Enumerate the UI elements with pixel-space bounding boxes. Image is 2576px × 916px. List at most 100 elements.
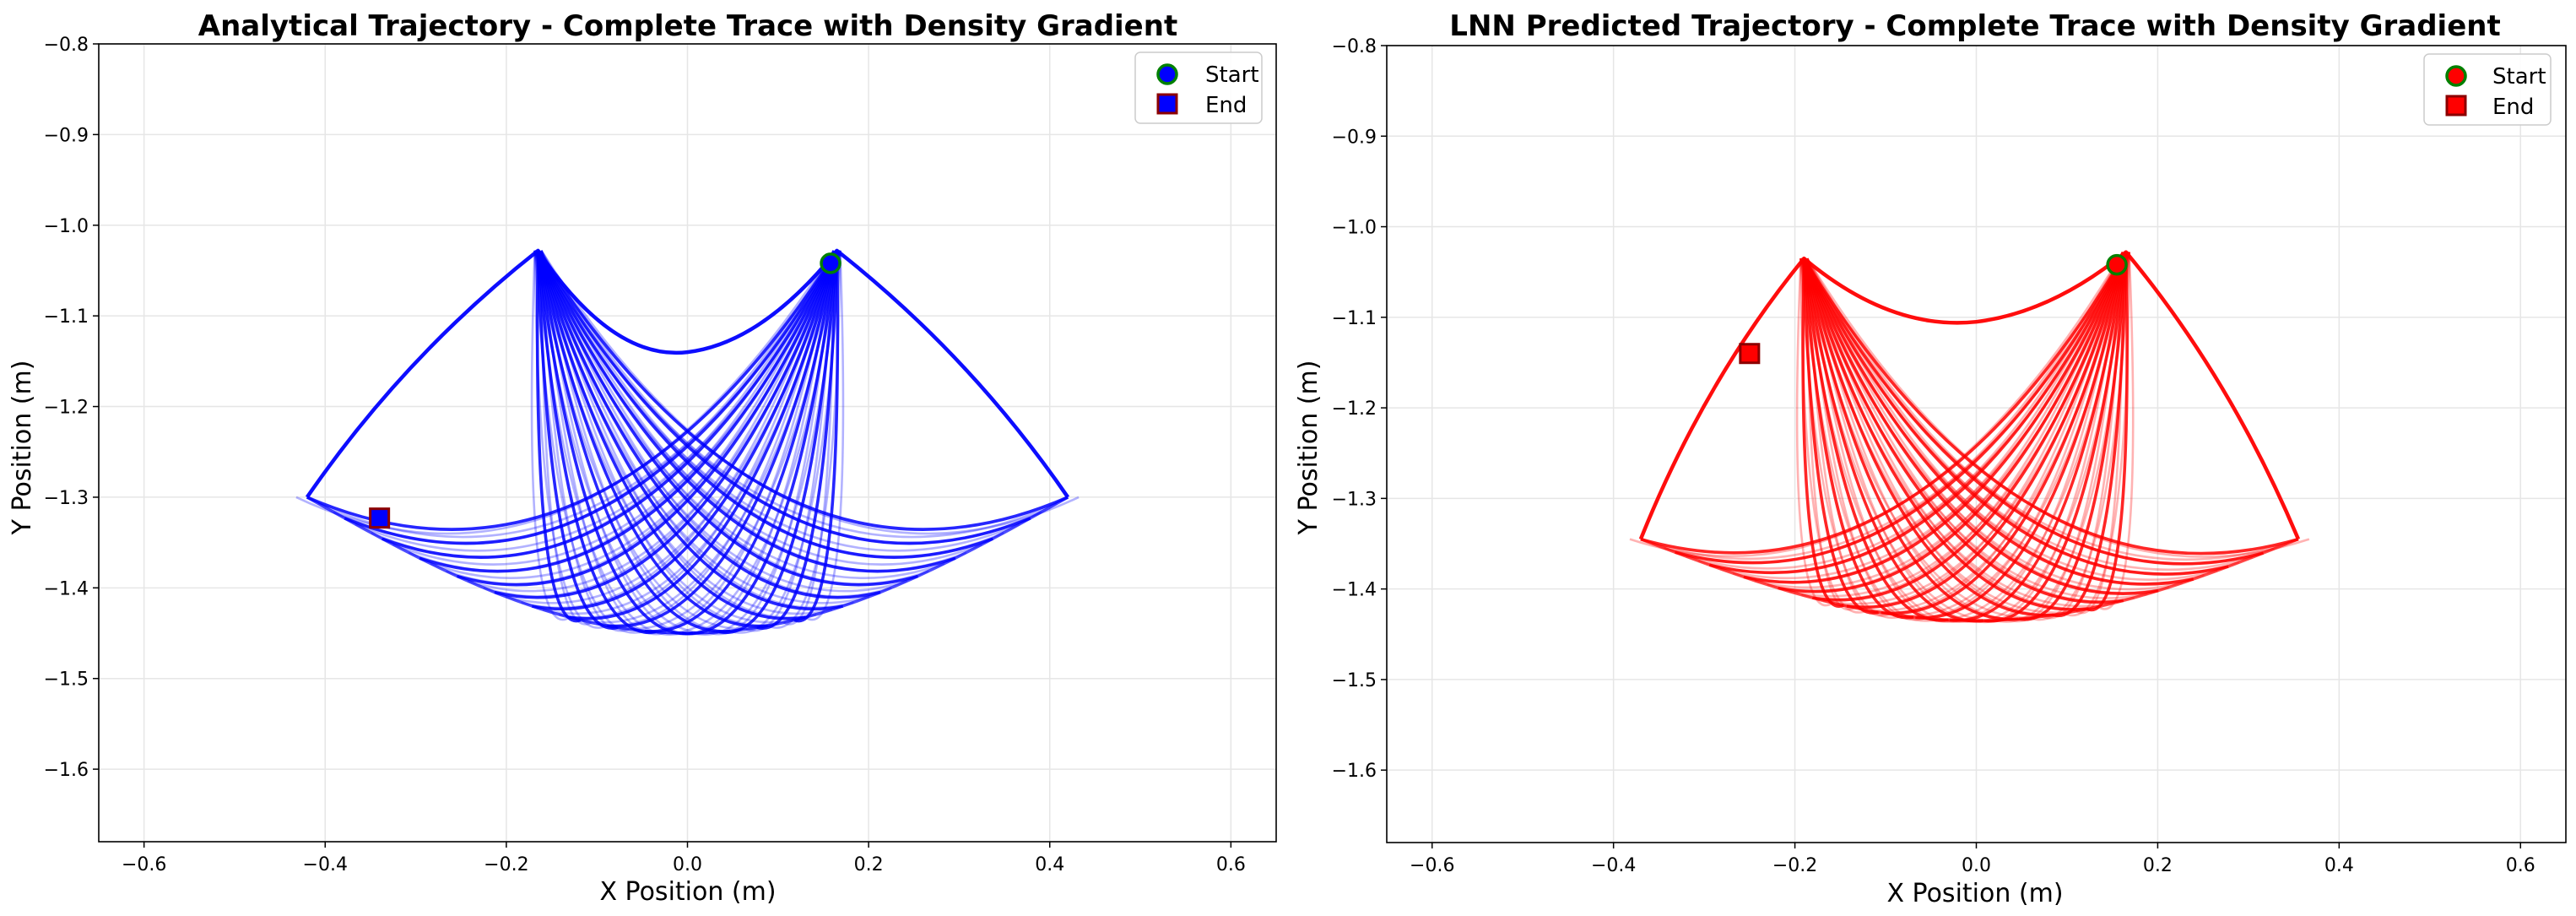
lnn-trajectory-segment bbox=[1960, 252, 2130, 623]
analytical-markers bbox=[369, 252, 842, 529]
lnn-x-axis-label: X Position (m) bbox=[1886, 879, 2063, 908]
lnn-x-tick-label: 0.6 bbox=[2506, 855, 2535, 876]
lnn-trajectory-segment bbox=[1802, 257, 2159, 595]
analytical-trajectory-segment bbox=[536, 250, 656, 635]
analytical-trajectory bbox=[295, 248, 1080, 636]
lnn-y-tick-label: −0.8 bbox=[1332, 36, 1377, 57]
analytical-trajectory-segment bbox=[533, 250, 646, 634]
analytical-trajectory-segment bbox=[540, 250, 1042, 545]
lnn-legend-end-marker bbox=[2445, 95, 2467, 117]
lnn-end-marker bbox=[1739, 343, 1761, 365]
analytical-trajectory-segment bbox=[533, 250, 1020, 552]
analytical-trajectory-segment bbox=[430, 250, 842, 579]
lnn-chart-title: LNN Predicted Trajectory - Complete Trac… bbox=[1449, 9, 2500, 43]
lnn-legend: Start End bbox=[2423, 53, 2552, 126]
analytical-trajectory-segment bbox=[580, 250, 842, 624]
analytical-trajectory-segment bbox=[392, 250, 842, 566]
lnn-trajectory-segment bbox=[1806, 257, 2240, 575]
lnn-trajectory-segment bbox=[1778, 251, 2128, 594]
lnn-y-tick-label: −1.1 bbox=[1332, 308, 1377, 329]
lnn-trajectory-segment bbox=[1949, 252, 2128, 622]
lnn-trajectory-segment bbox=[1799, 257, 2254, 572]
analytical-trajectory-segment bbox=[533, 250, 1058, 539]
analytical-legend-start-marker bbox=[1156, 63, 1178, 85]
analytical-y-tick-label: −1.1 bbox=[44, 306, 89, 328]
analytical-trajectory-segment bbox=[494, 250, 839, 599]
analytical-y-tick-label: −0.9 bbox=[44, 125, 89, 146]
analytical-trajectory-segment bbox=[767, 250, 842, 629]
lnn-panel: LNN Predicted Trajectory - Complete Trac… bbox=[1294, 9, 2567, 908]
lnn-y-tick-label: −1.4 bbox=[1332, 580, 1377, 601]
lnn-legend-end-label: End bbox=[2492, 95, 2534, 120]
analytical-y-tick-label: −1.5 bbox=[44, 669, 89, 691]
analytical-x-tick-label: 0.6 bbox=[1216, 854, 1246, 875]
lnn-trajectory-segment bbox=[1719, 252, 2130, 580]
analytical-trajectory-segment bbox=[530, 250, 571, 621]
analytical-grid bbox=[99, 43, 1276, 842]
lnn-trajectory bbox=[1629, 250, 2310, 624]
analytical-trajectory-segment bbox=[536, 250, 768, 628]
analytical-trajectory-segment bbox=[536, 250, 881, 599]
analytical-trajectory-segment bbox=[681, 250, 839, 636]
analytical-y-tick-label: −1.4 bbox=[44, 578, 89, 599]
analytical-x-tick-label: −0.6 bbox=[122, 854, 166, 875]
lnn-trajectory-segment bbox=[1802, 257, 2089, 611]
analytical-trajectory-segment bbox=[533, 250, 982, 566]
lnn-trajectory-segment bbox=[1754, 252, 2130, 589]
analytical-panel: Analytical Trajectory - Complete Trace w… bbox=[8, 9, 1277, 907]
lnn-y-tick-label: −1.5 bbox=[1332, 670, 1377, 691]
lnn-x-tick-label: −0.2 bbox=[1772, 855, 1817, 876]
analytical-legend: Start End bbox=[1134, 51, 1263, 124]
analytical-y-tick-label: −1.3 bbox=[44, 488, 89, 509]
lnn-trajectory-segment bbox=[1802, 257, 2265, 566]
analytical-trajectory-segment bbox=[540, 250, 1080, 535]
lnn-legend-start-marker bbox=[2445, 65, 2467, 87]
analytical-trajectory-segment bbox=[804, 250, 845, 621]
analytical-trajectory-segment bbox=[540, 250, 1004, 559]
analytical-y-axis-label: Y Position (m) bbox=[8, 360, 37, 536]
lnn-trajectory-segment bbox=[1802, 257, 1984, 623]
analytical-x-axis-label: X Position (m) bbox=[599, 877, 776, 907]
analytical-x-tick-label: 0.0 bbox=[673, 854, 702, 875]
lnn-y-tick-label: −0.9 bbox=[1332, 127, 1377, 148]
analytical-y-tick-label: −0.8 bbox=[44, 35, 89, 56]
analytical-trajectory-segment bbox=[382, 250, 839, 559]
analytical-start-marker bbox=[820, 252, 842, 274]
analytical-trajectory-segment bbox=[344, 249, 839, 545]
analytical-trajectory-envelope bbox=[305, 248, 1070, 499]
analytical-trajectory-segment bbox=[419, 250, 839, 573]
lnn-ticks: −0.6 −0.4 −0.2 0.0 0.2 0.4 0.6 −1.6 −1.5 −1.4 −1.3… bbox=[1332, 36, 2535, 876]
lnn-trajectory-segment bbox=[1743, 251, 2128, 584]
lnn-trajectory-segment bbox=[1802, 257, 2124, 604]
lnn-trajectory-segment bbox=[1812, 251, 2128, 602]
lnn-trajectory-segment bbox=[1799, 258, 1869, 614]
lnn-trajectory-envelope bbox=[1638, 250, 2301, 540]
analytical-legend-start-label: Start bbox=[1205, 62, 1259, 88]
lnn-trajectory-segment bbox=[1806, 257, 2275, 566]
analytical-trajectory-segment bbox=[532, 250, 839, 611]
lnn-trajectory-segment bbox=[1846, 252, 2128, 610]
lnn-trajectory-segment bbox=[1686, 251, 2130, 570]
analytical-x-tick-label: −0.2 bbox=[484, 854, 528, 875]
analytical-y-tick-label: −1.2 bbox=[44, 398, 89, 419]
lnn-x-tick-label: −0.6 bbox=[1410, 855, 1454, 876]
analytical-trajectory-segment bbox=[540, 250, 892, 598]
analytical-ticks: −0.6 −0.4 −0.2 0.0 0.2 0.4 0.6 −1.6 −1.5 −1.4 −1.3… bbox=[44, 35, 1246, 875]
analytical-y-tick-label: −1.0 bbox=[44, 216, 89, 237]
lnn-trajectory-segment bbox=[1802, 257, 2299, 556]
analytical-trajectory-segment bbox=[569, 250, 839, 621]
analytical-trajectory-segment bbox=[607, 250, 839, 628]
lnn-trajectory-segment bbox=[2097, 252, 2135, 610]
analytical-trajectory-segment bbox=[505, 250, 842, 604]
analytical-trajectory-segment bbox=[719, 250, 839, 635]
analytical-end-marker bbox=[369, 507, 391, 529]
analytical-trajectory-segment bbox=[536, 250, 993, 559]
analytical-trajectory-lower-envelope bbox=[306, 496, 1069, 635]
lnn-trajectory-segment bbox=[1789, 252, 2130, 598]
analytical-legend-end-label: End bbox=[1205, 93, 1247, 118]
lnn-trajectory-segment bbox=[1675, 251, 2128, 565]
analytical-y-tick-label: −1.6 bbox=[44, 760, 89, 781]
lnn-trajectory-segment bbox=[1799, 258, 1903, 619]
lnn-trajectory-segment bbox=[1640, 251, 2128, 555]
lnn-trajectory-segment bbox=[1891, 252, 2130, 617]
